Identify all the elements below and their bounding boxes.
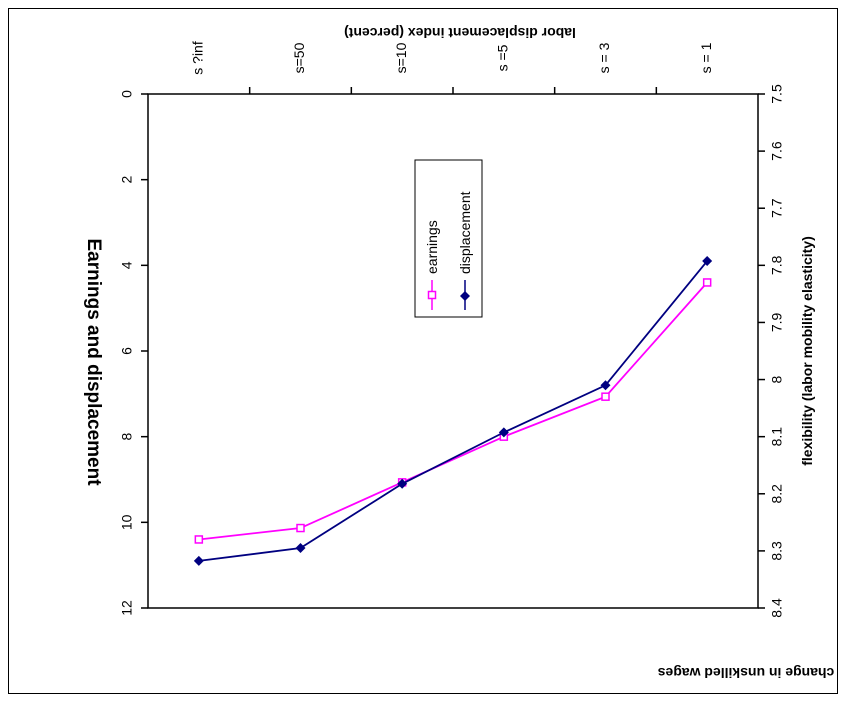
chart-title: Earnings and displacement (83, 238, 104, 486)
data-point-displacement (295, 543, 306, 554)
right-tick-label: 0 (119, 90, 135, 98)
legend-marker-displacement (460, 291, 470, 301)
x-tick-label: s=50 (291, 42, 307, 73)
left-tick-label: 7.7 (769, 198, 785, 218)
right-axis: 0 2 4 6 8 10 12 (119, 90, 148, 616)
left-axis: 7.5 7.6 7.7 7.8 7.9 8 8.1 8.2 8.3 8.4 (758, 84, 785, 618)
chart-frame (8, 8, 838, 694)
data-point-displacement (397, 478, 408, 489)
x-axis-title: flexibility (labor mobility elasticity) (799, 236, 815, 466)
series-layer (193, 256, 713, 566)
left-tick-label: 8.1 (769, 427, 785, 447)
series-line-earnings (198, 281, 708, 541)
left-tick-label: 8 (769, 375, 785, 383)
rotated-chart: Earnings and displacement 7.57.67.77.87.… (83, 25, 834, 681)
right-tick-label: 10 (119, 514, 135, 530)
left-tick-label: 8.4 (769, 598, 785, 618)
right-tick-label: 12 (119, 600, 135, 616)
left-axis-title: change in unskilled wages (657, 665, 834, 681)
right-tick-label: 8 (119, 433, 135, 441)
left-tick-label: 7.9 (769, 313, 785, 333)
x-tick-label: s = 3 (596, 42, 612, 73)
right-tick-label: 2 (119, 176, 135, 184)
left-tick-label: 8.2 (769, 484, 785, 504)
data-point-earnings (296, 523, 305, 533)
left-tick-label: 7.8 (769, 255, 785, 275)
x-tick-label: s =5 (495, 44, 511, 71)
data-point-displacement (498, 427, 509, 438)
x-tick-label: s=10 (393, 42, 409, 73)
legend-label-displacement: displacement (457, 191, 473, 274)
right-tick-label: 4 (119, 261, 135, 269)
legend-box (414, 159, 483, 318)
data-point-displacement (702, 256, 713, 267)
data-point-earnings (194, 535, 204, 544)
legend-label-earnings: earnings (424, 220, 440, 274)
x-tick-label: s ?inf (190, 41, 206, 75)
data-point-earnings (702, 278, 712, 287)
left-tick-label: 7.6 (769, 141, 785, 161)
data-point-earnings (601, 392, 610, 401)
right-tick-label: 6 (119, 347, 135, 355)
legend: earnings displacement (414, 159, 483, 318)
x-axis: s = 1 s = 3 s =5 s=10 s=50 s ?inf (190, 41, 714, 94)
left-tick-label: 7.5 (769, 84, 785, 104)
legend-marker-earnings (427, 290, 437, 300)
right-axis-title: labor displacement index (percent) (344, 25, 576, 41)
data-point-displacement (600, 380, 611, 391)
left-tick-label: 8.3 (769, 541, 785, 561)
x-tick-label: s = 1 (698, 42, 714, 73)
series-line-displacement (198, 260, 708, 562)
data-point-displacement (193, 555, 204, 566)
